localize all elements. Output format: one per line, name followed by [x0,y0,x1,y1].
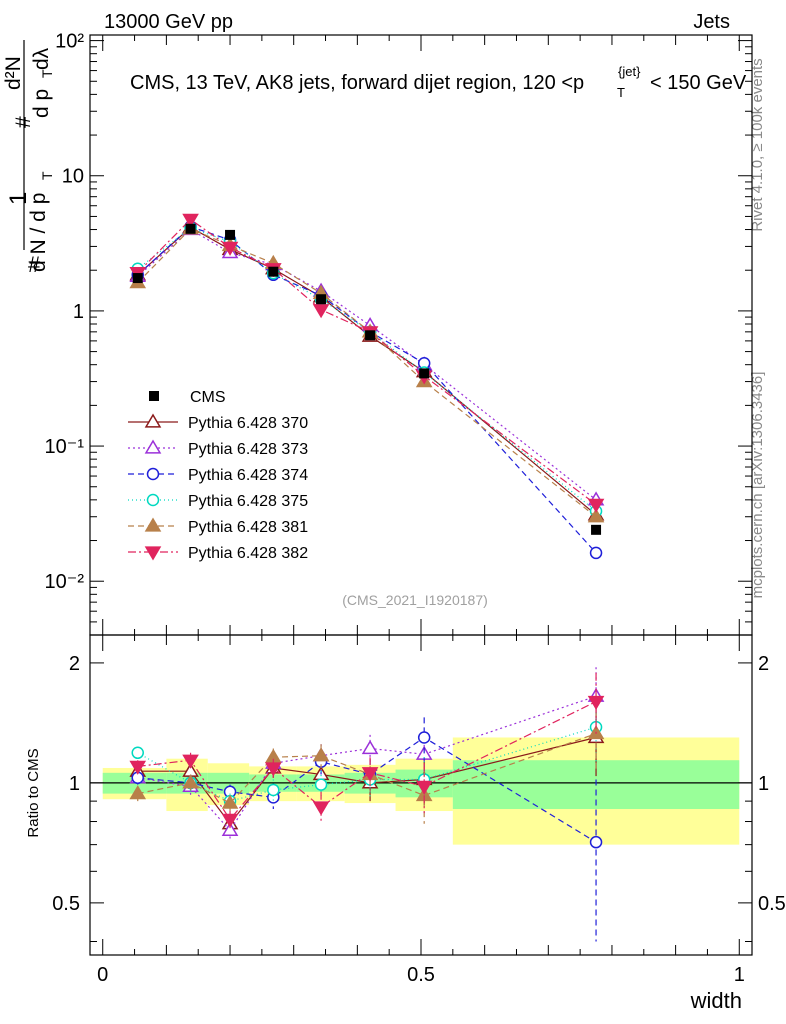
series-point-ratio [312,801,330,816]
series-point-ratio [415,780,433,795]
series-line-ratio [137,701,597,821]
series-point-ratio [361,739,379,755]
svg-text:{jet}: {jet} [618,64,641,79]
series-point-ratio [267,783,280,797]
legend-label: Pythia 6.428 375 [188,493,308,510]
series-point-main [312,304,330,319]
legend-label: Pythia 6.428 373 [188,441,308,458]
ratio-tick-label-right: 1 [758,773,769,795]
svg-text:< 150 GeV: < 150 GeV [650,72,747,94]
series-line-main [137,225,597,554]
legend-marker [144,546,162,561]
series-point-ratio [221,813,239,828]
series-point-main [587,508,605,523]
svg-text:T: T [617,85,625,100]
series-point-main [589,546,603,560]
data-point [591,524,602,535]
legend-marker [146,493,160,507]
svg-text:d p: d p [30,89,53,118]
ratio-tick-label-right: 0.5 [758,893,786,915]
legend-label: Pythia 6.428 370 [188,415,308,432]
svg-text:d N / d p: d N / d p [27,193,50,272]
main-ylabel: # 1 d N / d p T # d²N d p T dλ [2,40,55,277]
series-point-ratio [182,774,199,789]
data-point [365,330,376,341]
series-point-ratio [265,762,282,777]
legend-label: Pythia 6.428 381 [188,519,308,536]
series-point-main [221,241,239,256]
x-tick-label: 0 [97,964,108,986]
ratio-panel: 0.5 0.5 1 1 2 2 0 0.5 1 [52,634,786,986]
ratio-tick-label-left: 1 [69,773,80,795]
x-tick-label: 0.5 [407,964,435,986]
x-tick-label: 1 [734,964,745,986]
series-point-ratio [129,785,147,800]
x-axis-label: width [690,988,742,1013]
y-tick-label: 10⁻² [45,571,85,593]
header-left: 13000 GeV pp [104,11,233,33]
svg-text:T: T [39,69,55,78]
series-point-ratio [182,754,199,769]
legend-marker [146,467,160,481]
y-tick-label: 10⁻¹ [45,436,85,458]
rivet-label: Rivet 4.1.0, ≥ 100k events [749,58,766,231]
svg-text:T: T [39,171,55,180]
series-point-ratio [129,760,147,775]
series-line-ratio [137,736,597,825]
ratio-ylabel: Ratio to CMS [25,748,42,837]
data-point [268,266,279,277]
series-point-ratio [589,835,603,849]
svg-text:d²N: d²N [2,56,25,90]
ratio-tick-label-left: 2 [69,653,80,675]
data-point [132,273,143,284]
legend-marker [144,517,162,532]
data-point [225,229,236,240]
legend-marker [144,439,162,454]
series-point-ratio [314,778,328,791]
series-line-main [137,218,597,505]
data-point [419,368,430,379]
analysis-id: (CMS_2021_I1920187) [342,592,488,608]
y-tick-label: 10 [62,166,84,188]
legend-label: Pythia 6.428 374 [188,467,308,484]
header-right: Jets [693,11,730,33]
data-point [316,294,327,305]
series-point-ratio [312,747,330,762]
ratio-tick-label-right: 2 [758,653,769,675]
series-point-ratio [131,746,144,760]
legend-marker-data [149,391,159,401]
legend-label-data: CMS [190,389,226,406]
legend-marker [144,413,162,428]
data-point [185,223,196,234]
legend-label: Pythia 6.428 382 [188,545,308,562]
svg-text:dλ: dλ [30,47,53,70]
series-line-ratio [137,736,597,843]
series-point-ratio [221,821,239,837]
series-point-main [182,213,199,228]
svg-text:1: 1 [5,192,32,205]
y-tick-label: 10² [55,31,84,53]
series-point-main [587,498,605,513]
series-line-main [137,228,597,501]
svg-text:#: # [12,116,35,128]
svg-text:CMS, 13 TeV, AK8 jets, forward: CMS, 13 TeV, AK8 jets, forward dijet reg… [130,72,584,94]
legend: CMS Pythia 6.428 370 Pythia 6.428 373 Pythi… [128,389,308,562]
y-tick-label: 1 [73,301,84,323]
series-line-ratio [137,695,597,832]
svg-text:#: # [28,252,41,277]
mcplots-label: mcplots.cern.ch [arXiv:1306.3436] [749,372,766,599]
series-point-ratio [221,794,239,809]
chart-title: CMS, 13 TeV, AK8 jets, forward dijet reg… [130,64,747,100]
ratio-tick-label-left: 0.5 [52,893,80,915]
series-point-ratio [587,695,605,711]
ratio-frame [89,634,753,956]
series-point-ratio [417,731,431,744]
series-point-ratio [361,767,379,782]
